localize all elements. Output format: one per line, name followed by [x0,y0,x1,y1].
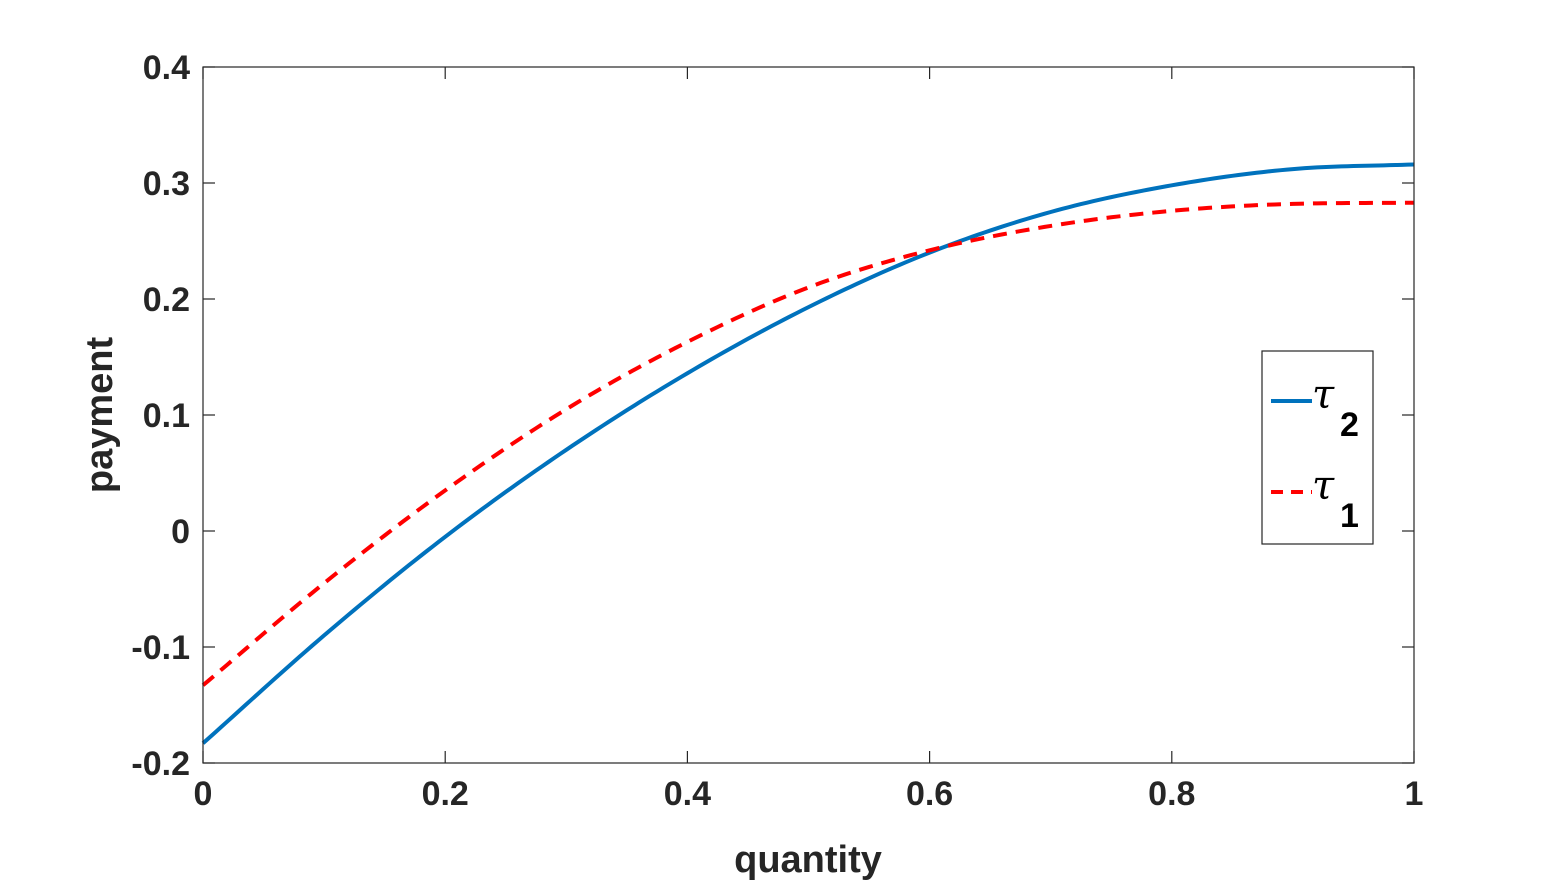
plot-frame [202,66,1415,764]
y-tick-label: 0.2 [143,281,190,319]
x-tick-label: 0 [194,775,213,813]
x-tick-label: 0.8 [1148,775,1195,813]
x-tick-label: 0.2 [422,775,469,813]
series-line-2 [201,200,1415,687]
legend-subscript-series-1: 2 [1340,406,1359,444]
x-axis-label: quantity [734,839,882,881]
legend-symbol-series-2: τ [1312,463,1335,509]
series-layer [201,162,1415,745]
x-tick-label: 0.6 [906,775,953,813]
x-tick-label: 0.4 [664,775,711,813]
y-tick-label: 0.1 [143,397,190,435]
y-tick-label: -0.2 [131,745,190,783]
y-tick-label: -0.1 [131,629,190,667]
y-tick-label: 0.4 [143,49,190,87]
y-tick-label: 0 [171,513,190,551]
x-tick-label: 1 [1405,775,1424,813]
tick-labels-layer: 0 0.2 0.4 0.6 0.8 1 -0.2 -0.1 0 0.1 0.2 0.3 0.4 [131,49,1423,813]
legend-box [1261,350,1374,545]
legend-symbol-series-1: τ [1312,372,1335,418]
legend-subscript-series-2: 1 [1340,497,1359,535]
y-tick-label: 0.3 [143,165,190,203]
series-line-1 [201,162,1415,745]
plot-area [203,67,1414,763]
y-axis-label: payment [79,337,121,494]
legend: τ 2 τ 1 [1261,350,1374,545]
